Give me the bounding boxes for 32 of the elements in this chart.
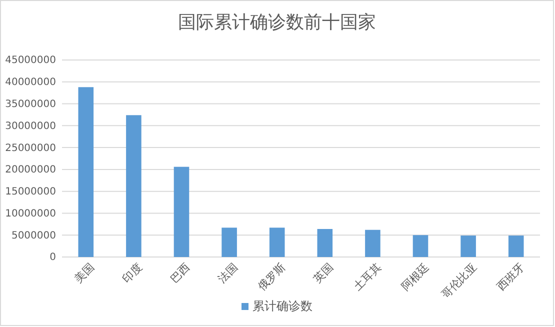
bar [365,230,380,257]
bar [317,228,333,257]
bar [412,235,428,257]
legend-label: 累计确诊数 [252,299,312,313]
x-tick-label: 法国 [216,260,240,286]
y-tick-label: 35000000 [5,98,56,110]
bar [78,87,94,257]
x-tick-label: 印度 [120,260,145,286]
y-tick-label: 45000000 [5,55,56,66]
y-tick-label: 20000000 [5,164,56,176]
y-tick-label: 10000000 [5,208,56,220]
x-tick-label: 哥伦比亚 [438,260,480,302]
x-tick-label: 俄罗斯 [256,260,288,294]
bar [222,228,237,257]
y-tick-label: 0 [50,252,56,264]
x-tick-label: 土耳其 [351,260,384,294]
x-tick-label: 巴西 [168,260,192,286]
x-tick-label: 阿根廷 [398,260,432,294]
bar [126,115,142,257]
bar [269,228,285,257]
bar [460,236,476,257]
chart-title: 国际累计确诊数前十国家 [178,12,376,33]
x-tick-label: 美国 [72,260,97,286]
bar [508,236,524,257]
bar [174,166,190,257]
y-tick-label: 15000000 [5,186,56,198]
y-tick-label: 25000000 [5,142,56,154]
x-tick-label: 英国 [311,260,336,286]
x-tick-label: 西班牙 [494,260,528,294]
y-tick-label: 30000000 [5,120,56,132]
y-tick-label: 40000000 [5,77,56,88]
y-tick-label: 5000000 [11,230,56,242]
